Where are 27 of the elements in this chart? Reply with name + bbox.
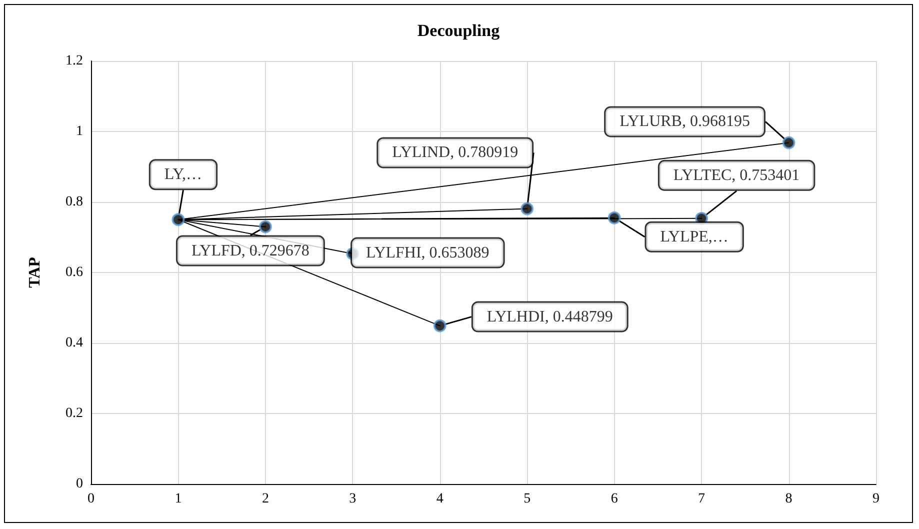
x-tick-label: 5 xyxy=(524,492,531,506)
x-tick-label: 1 xyxy=(174,492,182,506)
x-tick-label: 9 xyxy=(872,492,880,506)
data-label: LYLTEC, 0.753401 xyxy=(673,166,800,184)
data-label: LYLFHI, 0.653089 xyxy=(366,244,490,262)
x-tick-label: 4 xyxy=(436,492,444,506)
y-tick-label: 0.2 xyxy=(66,406,83,421)
data-label: LYLFD, 0.729678 xyxy=(191,242,310,260)
data-label: LYLURB, 0.968195 xyxy=(620,113,750,130)
x-tick-label: 7 xyxy=(698,492,706,506)
chart-title: Decoupling xyxy=(417,21,500,40)
x-tick-label: 8 xyxy=(785,492,792,506)
y-tick-label: 0.4 xyxy=(66,336,83,350)
y-tick-label: 0.6 xyxy=(66,265,83,280)
data-label: LYLIND, 0.780919 xyxy=(392,144,518,162)
y-axis-title: TAP xyxy=(26,256,44,288)
y-tick-label: 0 xyxy=(76,476,83,492)
x-tick-label: 2 xyxy=(262,492,269,506)
y-tick-label: 1 xyxy=(76,124,83,139)
data-label: LYLHDI, 0.448799 xyxy=(486,308,613,326)
y-tick-label: 0.8 xyxy=(66,194,83,210)
x-tick-label: 6 xyxy=(610,492,618,506)
x-tick-label: 3 xyxy=(349,492,356,506)
x-tick-label: 0 xyxy=(88,492,94,506)
y-tick-label: 1.2 xyxy=(66,54,83,68)
data-label: LY,… xyxy=(164,166,202,184)
data-label: LYLPE,… xyxy=(660,228,728,246)
